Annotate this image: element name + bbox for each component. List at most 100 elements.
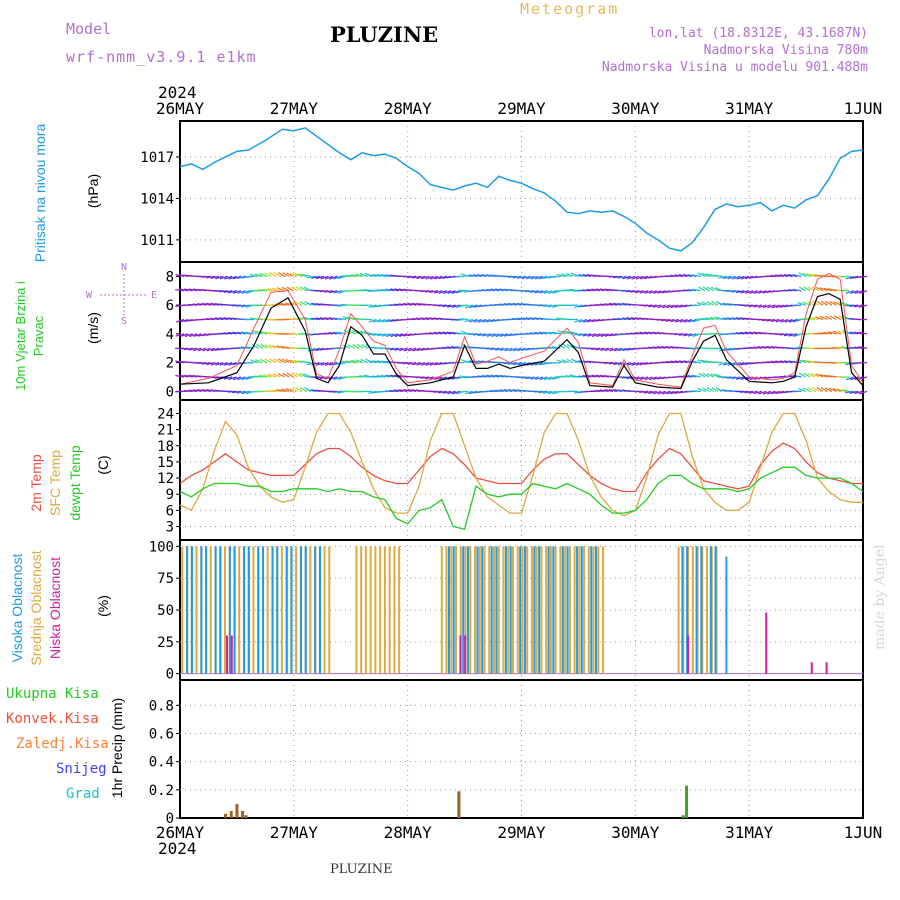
wind-arrow (223, 290, 233, 293)
wind-arrow (412, 347, 421, 352)
wind-arrow (529, 332, 539, 335)
wind-arrow (820, 300, 828, 306)
wind-arrow (468, 333, 478, 336)
wind-arrow (732, 362, 741, 366)
wind-tick-label: 0 (166, 384, 174, 400)
wind-arrow (429, 317, 439, 321)
wind-arrow (726, 290, 736, 293)
wind-arrow (508, 302, 517, 306)
precip-bar (685, 785, 689, 818)
wind-arrow (521, 347, 531, 352)
wind-arrow (757, 376, 767, 380)
wind-arrow (731, 317, 741, 321)
wind-arrow (573, 274, 583, 277)
wind-arrow (643, 390, 653, 394)
wind-arrow (618, 347, 627, 352)
wind-arrow (670, 318, 679, 323)
wind-arrow (269, 358, 277, 364)
wind-arrow (621, 317, 631, 321)
wind-arrow (179, 374, 189, 378)
wind-arrow (278, 272, 286, 277)
wind-arrow (376, 333, 386, 337)
wind-arrow (530, 317, 539, 321)
wind-arrow (833, 301, 841, 306)
wind-arrow (600, 347, 609, 351)
compass-south: S (121, 316, 127, 327)
wind-arrow (807, 387, 815, 392)
wind-arrow (416, 275, 425, 280)
wind-arrow (797, 302, 806, 306)
wind-arrow (352, 344, 360, 349)
wind-arrow (347, 344, 356, 349)
wind-arrow (587, 333, 596, 337)
wind-arrow (337, 304, 347, 307)
wind-arrow (481, 289, 491, 292)
precip-tick-label: 0.2 (149, 783, 174, 799)
wind-arrow (446, 346, 456, 349)
wind-arrow (394, 389, 404, 392)
wind-arrow (228, 275, 237, 280)
wind-arrow (193, 347, 202, 352)
wind-arrow (858, 331, 868, 335)
wind-arrow (311, 302, 320, 306)
wind-arrow (192, 303, 202, 306)
wind-arrow (390, 333, 399, 338)
wind-arrow (810, 316, 819, 321)
wind-arrow (227, 331, 237, 335)
wind-arrow (806, 273, 815, 277)
wind-arrow (376, 375, 386, 378)
wind-arrow (282, 272, 290, 277)
wind-arrow (398, 303, 408, 306)
wind-arrow (556, 273, 566, 277)
wind-arrow (820, 387, 828, 392)
wind-arrow (403, 388, 412, 392)
wind-arrow (359, 375, 368, 378)
temp-tick-label: 6 (166, 503, 174, 519)
wind-arrow (272, 373, 281, 378)
wind-arrow (652, 346, 662, 349)
wind-arrow (285, 358, 294, 364)
wind-arrow (850, 376, 859, 381)
wind-arrow (771, 304, 780, 309)
wind-arrow (807, 372, 815, 378)
wind-arrow (184, 288, 193, 292)
wind-arrow (469, 318, 478, 323)
wind-arrow (687, 374, 697, 378)
wind-arrow (486, 318, 496, 323)
wind-arrow (268, 272, 277, 277)
wind-arrow (359, 330, 369, 335)
wind-arrow (206, 362, 215, 366)
wind-arrow (666, 304, 675, 309)
wind-arrow (621, 376, 631, 379)
wind-arrow (604, 389, 614, 392)
wind-arrow (849, 390, 859, 394)
wind-arrow (302, 274, 312, 277)
wind-arrow (315, 362, 325, 366)
wind-arrow (482, 333, 491, 337)
wind-arrow (748, 304, 758, 308)
wind-arrow (591, 318, 601, 323)
wind-arrow (845, 390, 854, 394)
wind-arrow (477, 273, 487, 277)
wind-arrow (224, 275, 233, 280)
wind-arrow (564, 374, 574, 378)
wind-arrow (740, 362, 749, 366)
wind-arrow (512, 302, 522, 306)
wind-arrow (306, 388, 316, 392)
temp-tick-label: 24 (157, 406, 174, 422)
wind-arrow (179, 347, 189, 350)
wind-arrow (613, 347, 623, 352)
wind-arrow (595, 288, 605, 292)
wind-arrow (705, 273, 714, 277)
wind-arrow (639, 290, 649, 294)
wind-arrow (788, 289, 798, 292)
wind-arrow (561, 330, 570, 335)
wind-arrow (262, 288, 272, 292)
wind-arrow (438, 290, 447, 294)
wind-arrow (520, 376, 530, 379)
wind-arrow (558, 343, 566, 349)
wind-arrow (491, 333, 500, 338)
wind-arrow (657, 304, 666, 309)
wind-arrow (356, 343, 364, 349)
wind-arrow (306, 318, 316, 321)
